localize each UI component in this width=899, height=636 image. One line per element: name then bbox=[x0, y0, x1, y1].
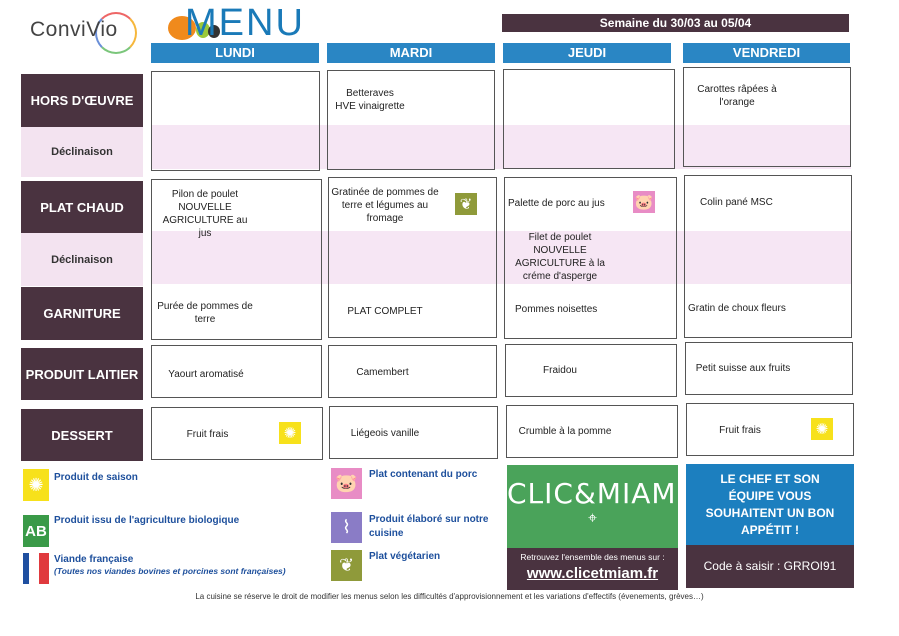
legend-saison: Produit de saison bbox=[54, 472, 138, 483]
cell-laitier-lundi bbox=[151, 345, 322, 398]
cell-dessert-lundi bbox=[151, 407, 323, 460]
legend-porc: Plat contenant du porc bbox=[369, 469, 478, 480]
legend-viande-note: (Toutes nos viandes bovines et porcines … bbox=[54, 566, 286, 576]
cell-plat-lundi bbox=[151, 179, 322, 340]
pig-icon: 🐷 bbox=[633, 191, 655, 213]
cell-hors-doeuvre-vendredi bbox=[683, 67, 851, 167]
vegetarian-leaf-icon: ❦ bbox=[331, 550, 362, 581]
cell-plat-mardi bbox=[328, 177, 497, 338]
legend-vegetarien: Plat végétarien bbox=[369, 551, 441, 562]
fruit-icon bbox=[208, 25, 220, 38]
menu-item: Pilon de poulet NOUVELLE AGRICULTURE au … bbox=[162, 189, 248, 239]
chef-message: LE CHEF ET SON ÉQUIPE VOUS SOUHAITENT UN… bbox=[686, 464, 854, 545]
cell-laitier-vendredi bbox=[685, 342, 853, 395]
menu-item: Palette de porc au jus bbox=[508, 198, 605, 209]
cell-laitier-jeudi bbox=[505, 344, 677, 397]
footer-disclaimer: La cuisine se réserve le droit de modifi… bbox=[195, 592, 704, 601]
sun-icon: ✺ bbox=[23, 469, 49, 501]
row-label-produit-laitier: PRODUIT LAITIER bbox=[21, 348, 143, 400]
french-flag-icon bbox=[39, 553, 49, 584]
menu-item: PLAT COMPLET bbox=[347, 306, 423, 317]
menu-item: Fruit frais bbox=[719, 425, 761, 436]
clicetmiam-link[interactable]: www.clicetmiam.fr bbox=[526, 565, 659, 582]
clicetmiam-text: Retrouvez l'ensemble des menus sur : bbox=[520, 552, 665, 562]
clicetmiam-footer: Retrouvez l'ensemble des menus sur : www… bbox=[507, 548, 678, 590]
sun-icon: ✺ bbox=[279, 422, 301, 444]
vegetarian-leaf-icon: ❦ bbox=[455, 193, 477, 215]
menu-item: Crumble à la pomme bbox=[518, 426, 612, 437]
clicetmiam-logo: CLIC&MIAM! bbox=[507, 477, 689, 510]
pear-icon bbox=[196, 22, 210, 38]
french-flag-icon bbox=[23, 553, 29, 584]
logo-ring bbox=[95, 12, 137, 54]
day-header-jeudi: JEUDI bbox=[503, 43, 671, 63]
sun-icon: ✺ bbox=[811, 418, 833, 440]
menu-item: Colin pané MSC bbox=[700, 197, 773, 208]
cursor-icon: ⌖ bbox=[587, 510, 597, 527]
day-header-lundi: LUNDI bbox=[151, 43, 319, 63]
page-title: MENU bbox=[185, 2, 305, 44]
menu-item: Camembert bbox=[356, 367, 409, 378]
row-label-plat-chaud: PLAT CHAUD bbox=[21, 181, 143, 233]
menu-item: Purée de pommes de terre bbox=[157, 301, 253, 325]
cell-dessert-mardi bbox=[329, 406, 498, 459]
cell-hors-doeuvre-jeudi bbox=[503, 69, 675, 169]
menu-item: Pommes noisettes bbox=[515, 304, 598, 315]
row-label-dessert: DESSERT bbox=[21, 409, 143, 461]
menu-item: Fraidou bbox=[543, 365, 577, 376]
menu-item: Betteraves HVE vinaigrette bbox=[335, 88, 405, 112]
cell-hors-doeuvre-mardi bbox=[327, 70, 495, 170]
cell-plat-jeudi bbox=[504, 177, 677, 339]
declinaison-band bbox=[151, 125, 851, 169]
logo: ConviVio bbox=[30, 18, 118, 41]
cell-plat-vendredi bbox=[684, 175, 852, 338]
menu-item: Yaourt aromatisé bbox=[168, 369, 244, 380]
declinaison-band bbox=[151, 231, 851, 284]
menu-item: Carottes râpées à l'orange bbox=[697, 84, 777, 108]
cell-dessert-vendredi bbox=[686, 403, 854, 456]
whisk-icon: ⌇ bbox=[331, 512, 362, 543]
menu-item: Petit suisse aux fruits bbox=[695, 363, 791, 374]
menu-item: Filet de poulet NOUVELLE AGRICULTURE à l… bbox=[515, 232, 605, 282]
menu-item: Gratin de choux fleurs bbox=[688, 303, 786, 314]
row-label-hors-doeuvre: HORS D'ŒUVRE bbox=[21, 74, 143, 127]
row-label-declinaison: Déclinaison bbox=[21, 233, 143, 286]
cell-laitier-mardi bbox=[328, 345, 497, 398]
clicetmiam-logo-box: CLIC&MIAM! ⌖ bbox=[507, 465, 689, 548]
day-header-mardi: MARDI bbox=[327, 43, 495, 63]
week-banner: Semaine du 30/03 au 05/04 bbox=[502, 14, 849, 32]
row-label-declinaison: Déclinaison bbox=[21, 127, 143, 177]
pumpkin-icon bbox=[168, 16, 196, 40]
legend-cuisine: Produit élaboré sur notre cuisine bbox=[369, 514, 489, 539]
menu-item: Gratinée de pommes de terre et légumes a… bbox=[331, 187, 439, 224]
legend-viande: Viande française bbox=[54, 554, 134, 565]
pig-icon: 🐷 bbox=[331, 468, 362, 499]
legend-bio: Produit issu de l'agriculture biologique bbox=[54, 515, 240, 526]
menu-item: Liégeois vanille bbox=[350, 428, 420, 439]
organic-ab-icon: AB bbox=[23, 515, 49, 547]
menu-item: Fruit frais bbox=[186, 429, 229, 440]
cell-hors-doeuvre-lundi bbox=[151, 71, 320, 171]
row-label-garniture: GARNITURE bbox=[21, 287, 143, 340]
day-header-vendredi: VENDREDI bbox=[683, 43, 850, 63]
code-a-saisir: Code à saisir : GRROI91 bbox=[686, 545, 854, 588]
cell-dessert-jeudi bbox=[506, 405, 678, 458]
